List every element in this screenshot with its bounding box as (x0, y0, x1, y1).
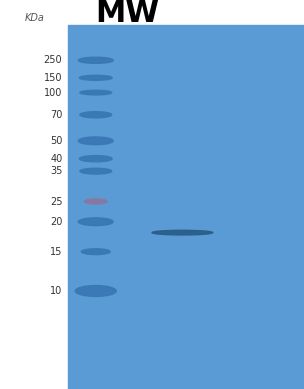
Ellipse shape (80, 90, 112, 95)
Ellipse shape (78, 137, 113, 145)
Text: 35: 35 (50, 166, 62, 176)
Ellipse shape (81, 249, 110, 255)
Text: KDa: KDa (25, 12, 45, 23)
Ellipse shape (78, 218, 113, 226)
Ellipse shape (79, 156, 112, 162)
Ellipse shape (80, 168, 112, 174)
Ellipse shape (79, 75, 112, 81)
Ellipse shape (78, 57, 113, 63)
Text: 250: 250 (44, 55, 62, 65)
Ellipse shape (152, 230, 213, 235)
Ellipse shape (75, 286, 116, 296)
Text: 150: 150 (44, 73, 62, 83)
Text: 10: 10 (50, 286, 62, 296)
Ellipse shape (80, 112, 112, 118)
Text: 70: 70 (50, 110, 62, 120)
Text: 100: 100 (44, 88, 62, 98)
Text: 50: 50 (50, 136, 62, 146)
Text: 15: 15 (50, 247, 62, 257)
Text: 20: 20 (50, 217, 62, 227)
Text: 25: 25 (50, 196, 62, 207)
Text: 40: 40 (50, 154, 62, 164)
Ellipse shape (84, 199, 107, 204)
Bar (68, 25, 304, 389)
Text: MW: MW (95, 0, 159, 28)
